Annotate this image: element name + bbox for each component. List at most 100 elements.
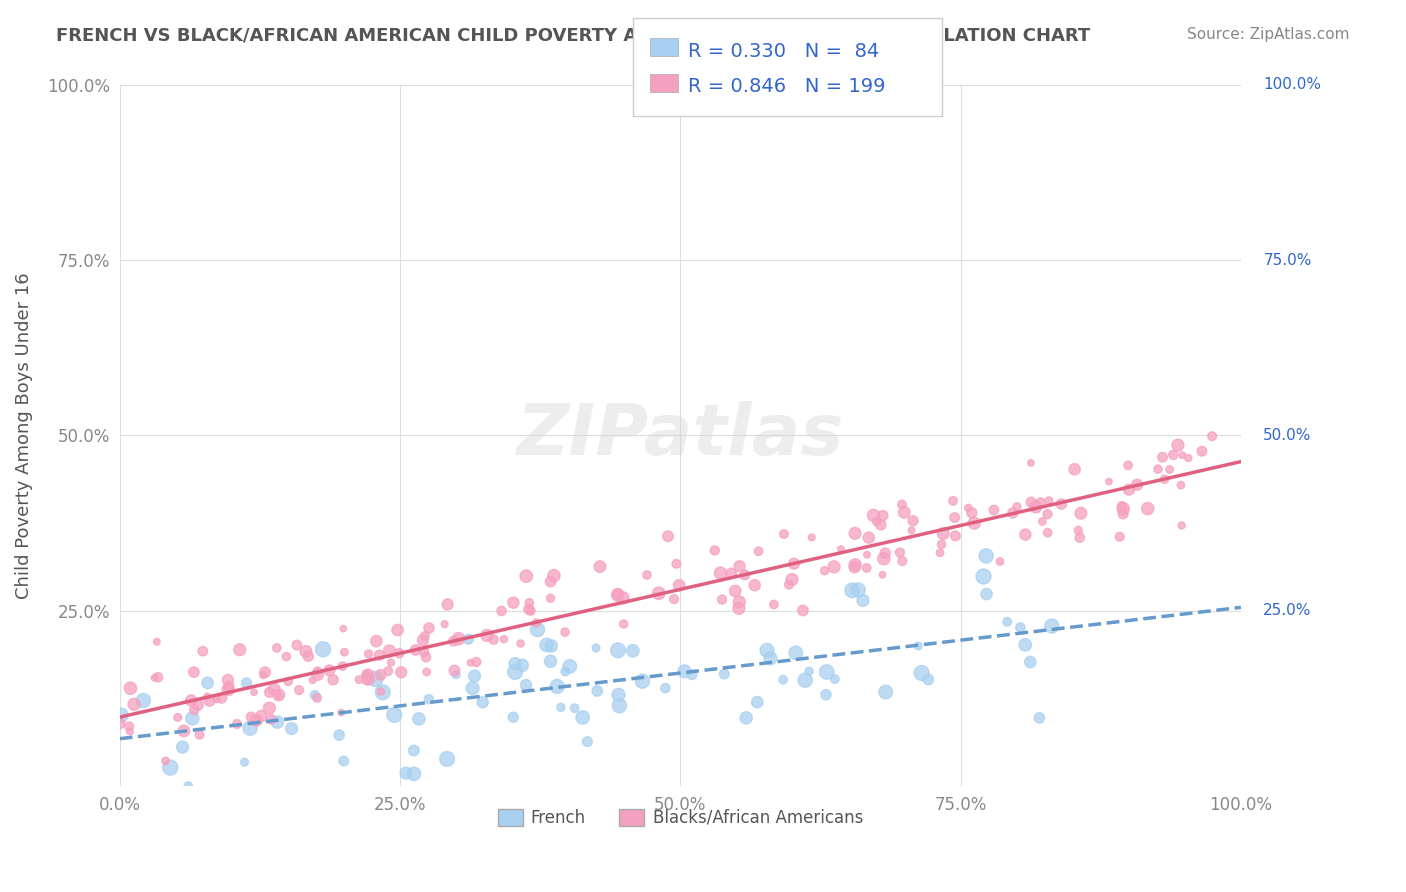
Point bbox=[301, 673, 323, 687]
Point bbox=[1111, 500, 1133, 514]
Point bbox=[155, 754, 177, 768]
Text: 75.0%: 75.0% bbox=[1264, 252, 1312, 268]
Point bbox=[540, 639, 562, 653]
Point bbox=[143, 671, 166, 685]
Point bbox=[1177, 451, 1199, 466]
Point bbox=[657, 529, 679, 543]
Point bbox=[228, 642, 250, 657]
Point bbox=[554, 665, 576, 679]
Point bbox=[1112, 507, 1135, 521]
Point bbox=[571, 710, 593, 724]
Point bbox=[370, 668, 392, 682]
Point bbox=[772, 673, 794, 687]
Point bbox=[263, 682, 285, 697]
Point bbox=[891, 498, 914, 512]
Point bbox=[333, 645, 356, 659]
Point bbox=[929, 546, 952, 560]
Point bbox=[172, 740, 194, 755]
Point bbox=[122, 698, 145, 712]
Point bbox=[418, 692, 440, 706]
Point bbox=[370, 684, 392, 698]
Point bbox=[988, 554, 1011, 568]
Point bbox=[502, 710, 524, 724]
Point bbox=[960, 506, 983, 520]
Point bbox=[756, 643, 779, 657]
Point bbox=[250, 709, 273, 723]
Point bbox=[830, 542, 852, 557]
Point bbox=[910, 665, 932, 680]
Point bbox=[1005, 500, 1028, 514]
Point bbox=[217, 673, 239, 687]
Point bbox=[762, 598, 785, 612]
Point bbox=[785, 646, 807, 660]
Point bbox=[118, 719, 141, 733]
Point bbox=[387, 623, 409, 637]
Point bbox=[546, 679, 568, 693]
Point bbox=[1067, 524, 1090, 538]
Point bbox=[226, 717, 249, 731]
Point bbox=[235, 676, 257, 690]
Point bbox=[173, 723, 195, 738]
Point bbox=[932, 526, 955, 541]
Point bbox=[648, 586, 671, 600]
Point bbox=[1014, 638, 1036, 652]
Point bbox=[1028, 711, 1050, 725]
Point bbox=[259, 685, 281, 699]
Point bbox=[332, 754, 354, 768]
Point bbox=[709, 566, 731, 580]
Point bbox=[841, 583, 863, 598]
Point bbox=[517, 602, 540, 616]
Point bbox=[668, 578, 690, 592]
Point bbox=[515, 678, 537, 692]
Point bbox=[681, 667, 703, 681]
Point bbox=[177, 779, 200, 793]
Point bbox=[1029, 495, 1052, 509]
Point bbox=[307, 690, 329, 705]
Point bbox=[402, 743, 425, 757]
Point bbox=[540, 654, 562, 668]
Point bbox=[1116, 458, 1139, 473]
Point bbox=[267, 688, 290, 702]
Point bbox=[245, 714, 267, 728]
Point bbox=[503, 657, 526, 671]
Point bbox=[844, 560, 866, 574]
Point bbox=[436, 598, 458, 612]
Point bbox=[536, 638, 558, 652]
Point bbox=[1147, 462, 1170, 476]
Point bbox=[852, 593, 875, 607]
Point bbox=[720, 566, 742, 581]
Point bbox=[366, 634, 388, 648]
Point bbox=[1040, 619, 1063, 633]
Point bbox=[1167, 438, 1189, 452]
Legend: French, Blacks/African Americans: French, Blacks/African Americans bbox=[491, 802, 870, 833]
Point bbox=[713, 667, 735, 681]
Point bbox=[180, 693, 202, 707]
Point bbox=[510, 658, 533, 673]
Point bbox=[444, 667, 467, 681]
Point bbox=[855, 561, 877, 575]
Point bbox=[377, 664, 399, 678]
Point bbox=[1159, 462, 1181, 476]
Point bbox=[780, 573, 803, 587]
Point bbox=[1126, 477, 1149, 491]
Point bbox=[558, 659, 581, 673]
Point bbox=[415, 650, 437, 665]
Point bbox=[823, 560, 845, 574]
Point bbox=[307, 664, 329, 678]
Point bbox=[312, 642, 335, 657]
Point bbox=[357, 647, 380, 661]
Point bbox=[259, 701, 281, 715]
Point bbox=[1019, 456, 1042, 470]
Point bbox=[110, 708, 132, 723]
Point bbox=[492, 632, 515, 647]
Point bbox=[328, 728, 350, 742]
Point bbox=[1014, 527, 1036, 541]
Point bbox=[606, 588, 628, 602]
Point bbox=[356, 673, 378, 687]
Point bbox=[413, 645, 436, 659]
Point bbox=[239, 721, 262, 735]
Point bbox=[191, 644, 214, 658]
Point bbox=[543, 568, 565, 582]
Point bbox=[869, 517, 891, 532]
Point bbox=[1070, 506, 1092, 520]
